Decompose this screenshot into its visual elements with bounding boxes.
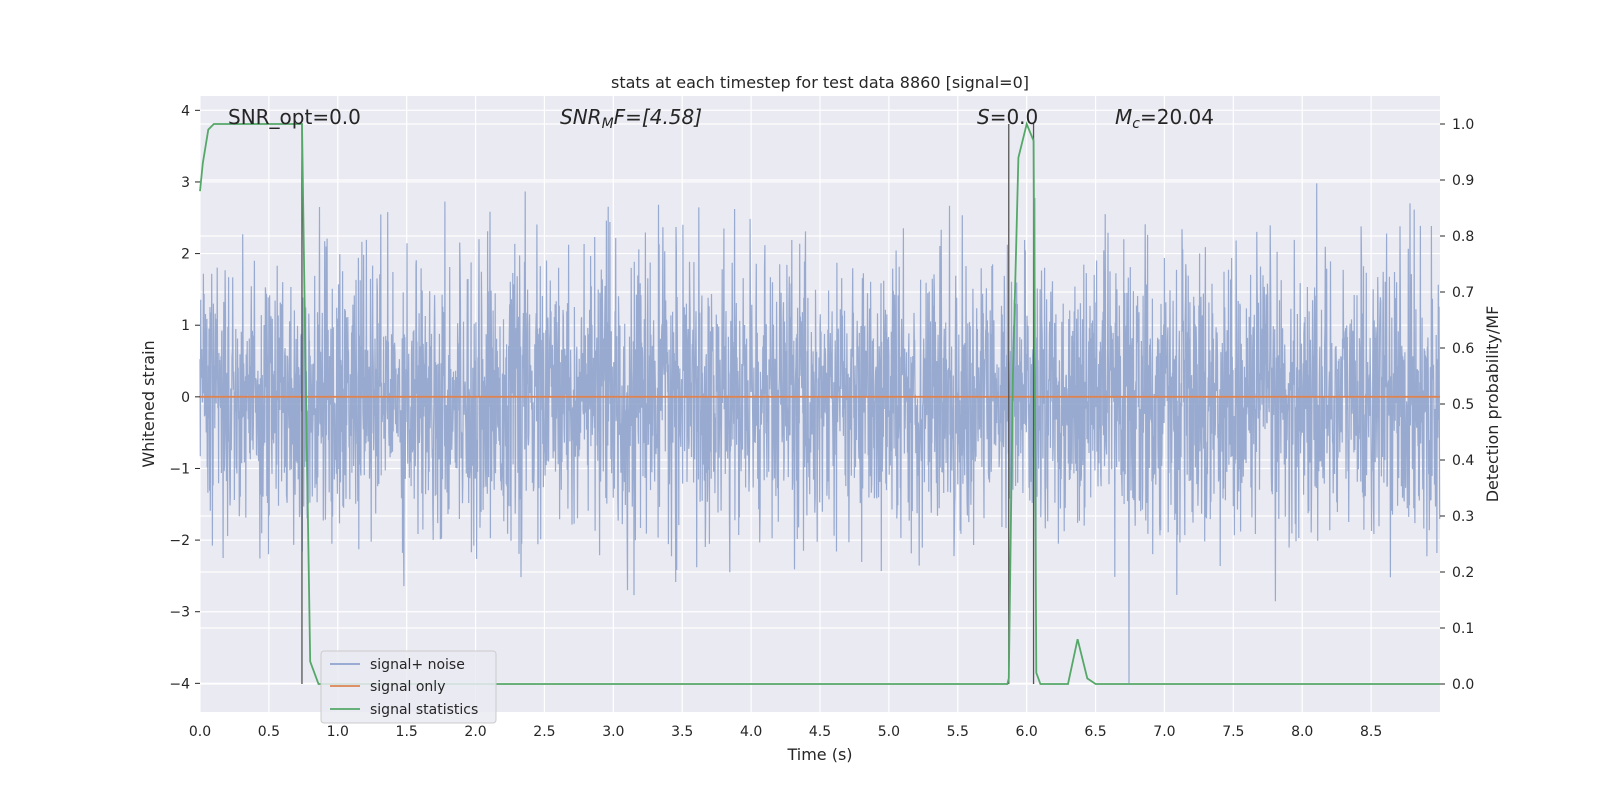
y-tick-label: 0: [181, 390, 190, 406]
y-axis-label: Whitened strain: [139, 340, 158, 467]
y-tick-label: −3: [169, 605, 190, 621]
y2-tick-labels: 1.0 0.9 0.8 0.7 0.6 0.5 0.4 0.3 0.2 0.1 0.0: [1440, 117, 1474, 693]
y2-tick-label: 0.8: [1452, 229, 1474, 245]
x-tick-label: 2.0: [464, 724, 486, 740]
x-tick-label: 8.5: [1360, 724, 1382, 740]
x-tick-label: 6.5: [1084, 724, 1106, 740]
y-tick-label: −4: [169, 676, 190, 692]
y2-tick-label: 0.5: [1452, 397, 1474, 413]
signal-noise-line: [199, 183, 1441, 684]
x-tick-label: 3.0: [602, 724, 624, 740]
x-tick-labels: 0.0 0.5 1.0 1.5 2.0 2.5 3.0 3.5 4.0 4.5 5.0 5.5 6.0 6…: [189, 724, 1382, 740]
x-tick-label: 6.0: [1016, 724, 1038, 740]
x-tick-label: 0.0: [189, 724, 211, 740]
y2-tick-label: 0.6: [1452, 341, 1474, 357]
y-tick-label: 1: [181, 318, 190, 334]
x-tick-label: 7.0: [1153, 724, 1175, 740]
legend-label-signal-statistics: signal statistics: [370, 702, 478, 718]
x-tick-label: 3.5: [671, 724, 693, 740]
x-tick-label: 0.5: [258, 724, 280, 740]
x-tick-label: 7.5: [1222, 724, 1244, 740]
annotation-snr-opt: SNR_opt=0.0: [228, 105, 361, 129]
legend-label-signal-noise: signal+ noise: [370, 657, 465, 673]
y-tick-label: 3: [181, 175, 190, 191]
y2-tick-label: 0.1: [1452, 621, 1474, 637]
series-signal-statistics: [199, 121, 1440, 685]
x-tick-label: 8.0: [1291, 724, 1313, 740]
series-signal-noise: [199, 183, 1441, 684]
x-tick-label: 5.0: [878, 724, 900, 740]
y2-axis-label: Detection probability/MF: [1483, 306, 1502, 503]
y2-tick-label: 1.0: [1452, 117, 1474, 133]
y-tick-labels: 4 3 2 1 0 −1 −2 −3 −4: [169, 103, 200, 692]
y-tick-label: 4: [181, 103, 190, 119]
chart-title: stats at each timestep for test data 886…: [611, 73, 1029, 92]
annotation-mc: Mc=20.04: [1115, 105, 1214, 132]
legend-label-signal-only: signal only: [370, 679, 445, 695]
annotation-snr-mf: SNRMF=[4.58]: [560, 105, 702, 132]
x-axis-label: Time (s): [786, 745, 852, 764]
x-tick-label: 1.5: [396, 724, 418, 740]
x-tick-label: 4.5: [809, 724, 831, 740]
x-tick-label: 4.0: [740, 724, 762, 740]
y2-tick-label: 0.9: [1452, 173, 1474, 189]
y-tick-label: −2: [169, 533, 190, 549]
y2-tick-label: 0.7: [1452, 285, 1474, 301]
x-tick-label: 1.0: [327, 724, 349, 740]
y2-tick-label: 0.0: [1452, 677, 1474, 693]
annotation-s: S=0.0: [977, 105, 1038, 129]
legend-box: [320, 650, 497, 724]
y2-tick-label: 0.3: [1452, 509, 1474, 525]
y-tick-label: 2: [181, 247, 190, 263]
x-tick-label: 2.5: [533, 724, 555, 740]
legend: signal+ noise signal only signal statist…: [320, 650, 497, 724]
y-tick-label: −1: [169, 461, 190, 477]
y2-tick-label: 0.2: [1452, 565, 1474, 581]
x-tick-label: 5.5: [947, 724, 969, 740]
y2-tick-label: 0.4: [1452, 453, 1474, 469]
